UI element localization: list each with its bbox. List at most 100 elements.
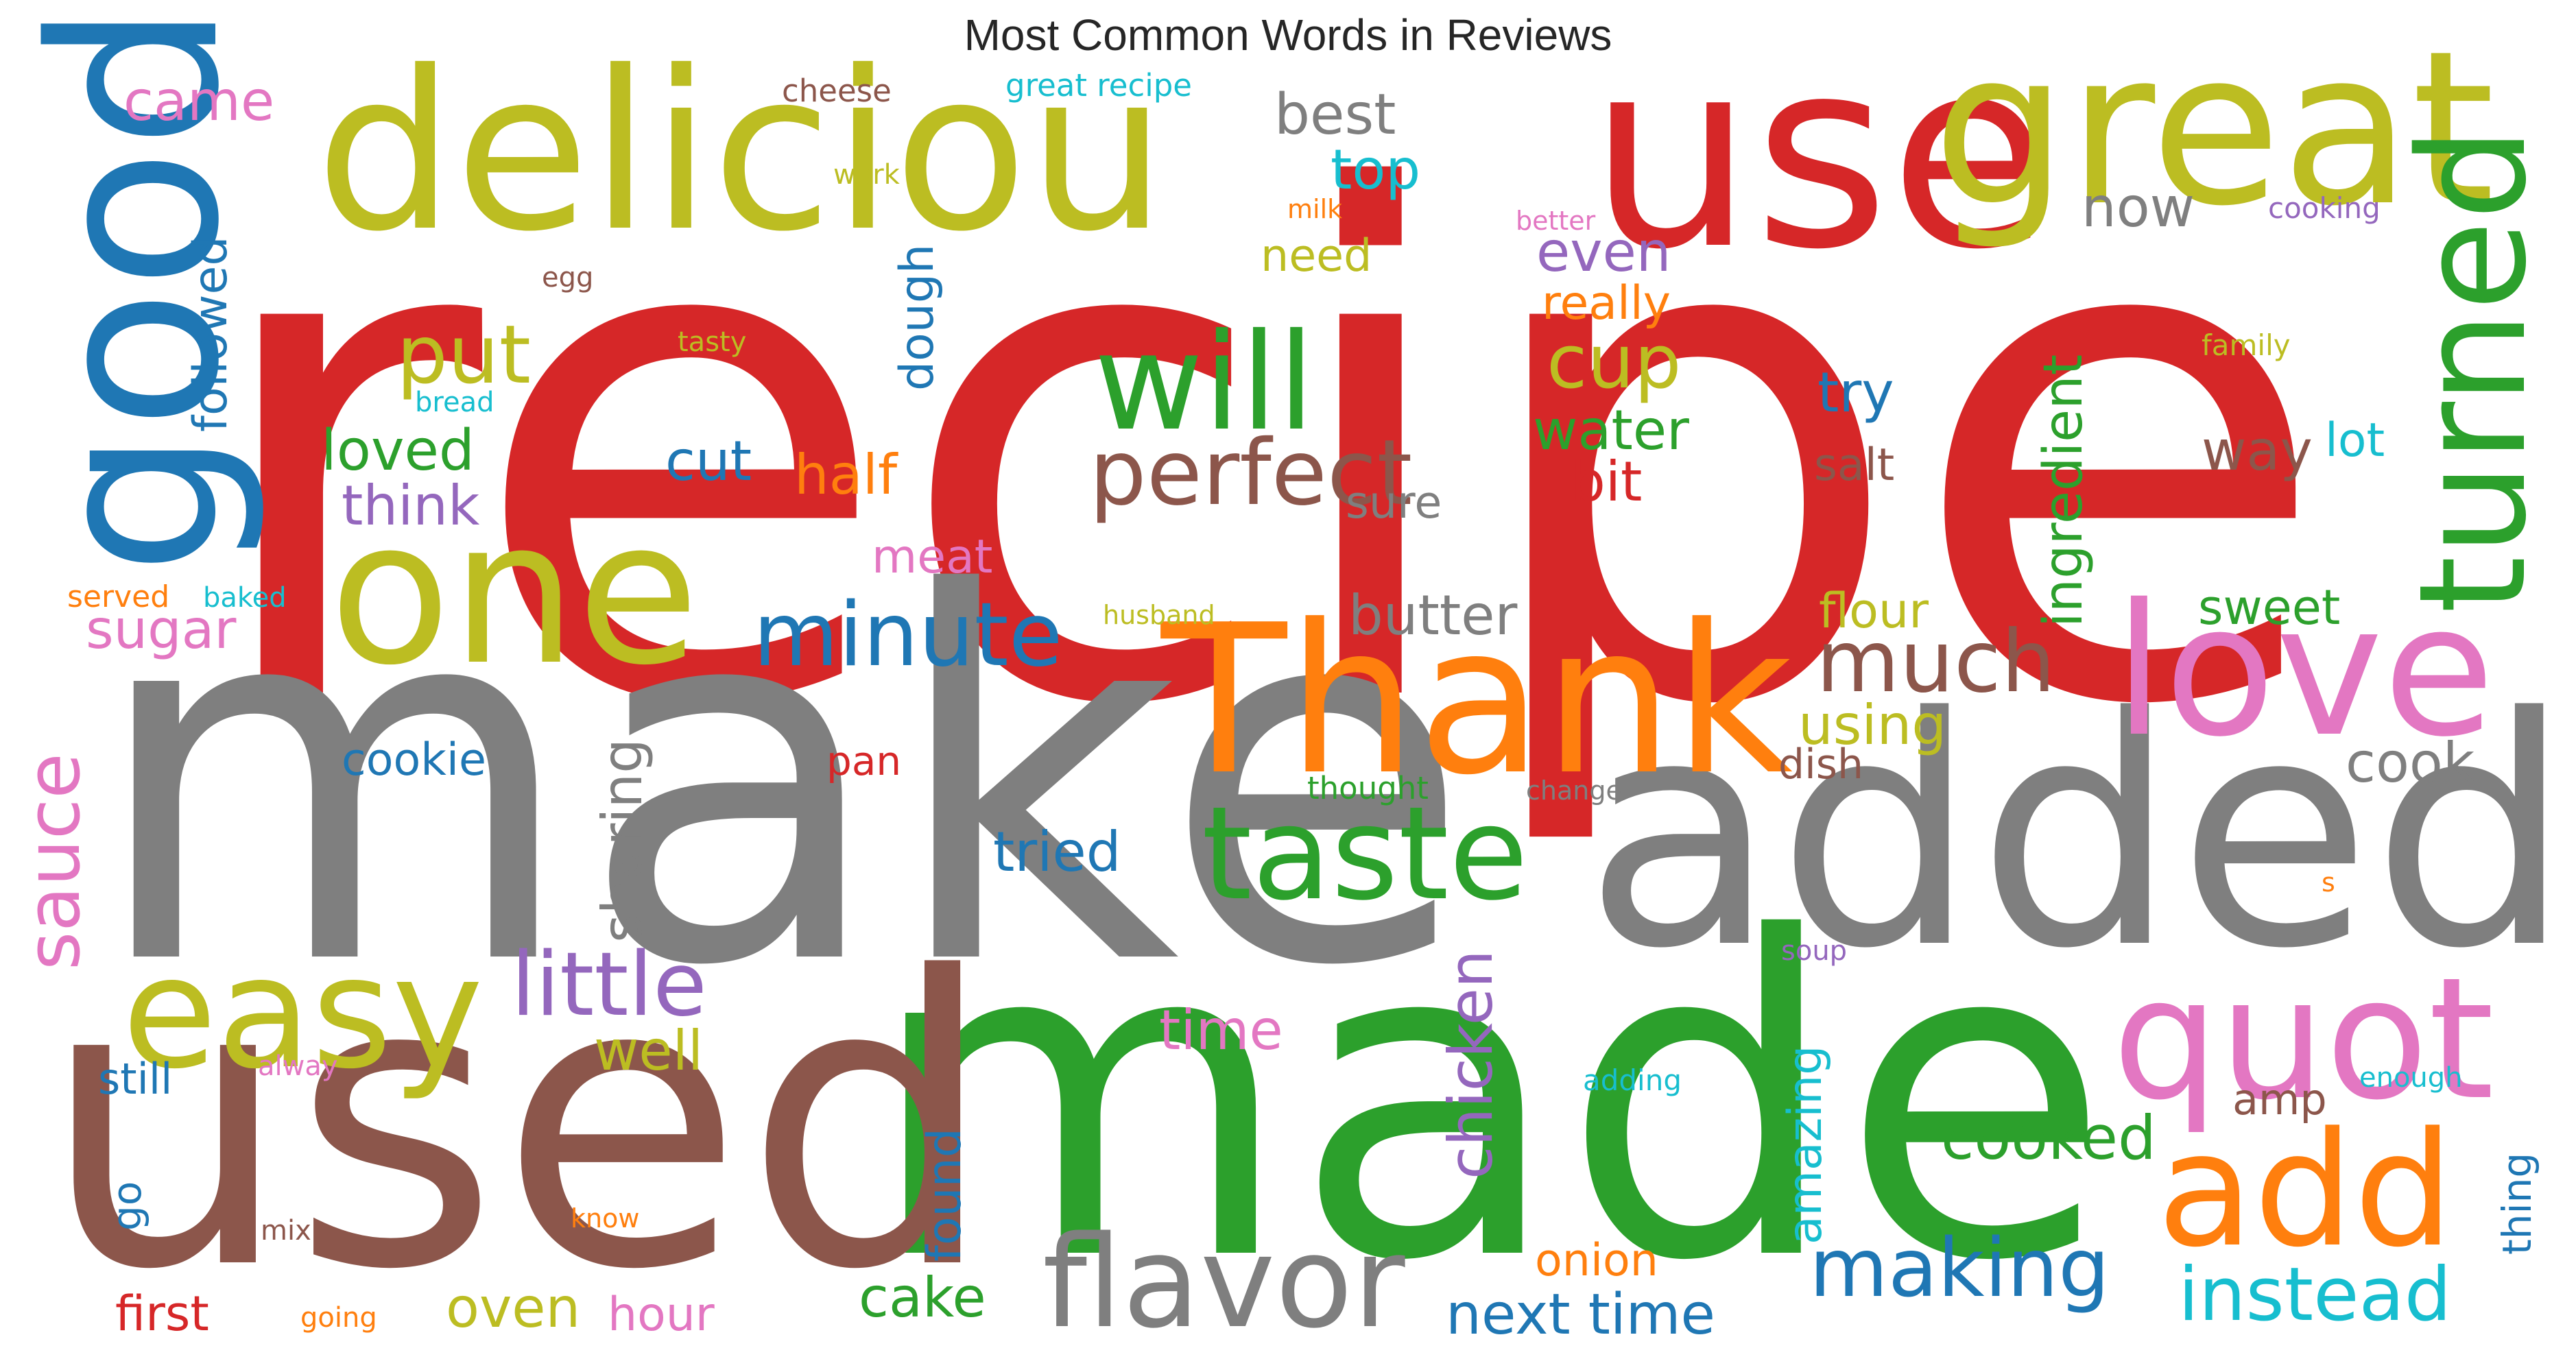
word-flavor: flavor — [1042, 1208, 1406, 1356]
word-go: go — [104, 1181, 150, 1231]
word-pan: pan — [826, 738, 901, 784]
word-little: little — [511, 934, 707, 1036]
word-alway: alway — [258, 1050, 338, 1082]
word-way: way — [2202, 419, 2313, 483]
word-instead: instead — [2178, 1252, 2451, 1338]
word-thing: thing — [2494, 1153, 2540, 1255]
word-will: will — [1094, 304, 1315, 460]
word-chicken: chicken — [1435, 950, 1506, 1179]
word-served: served — [67, 579, 169, 614]
word-bit: bit — [1571, 450, 1642, 514]
word-next-time: next time — [1446, 1282, 1715, 1347]
word-made: made — [866, 845, 2111, 1356]
word-now: now — [2082, 176, 2195, 239]
word-sweet: sweet — [2198, 579, 2340, 636]
word-amp: amp — [2232, 1074, 2327, 1125]
word-add: add — [2157, 1099, 2454, 1282]
word-tasty: tasty — [678, 326, 746, 358]
word-dish: dish — [1778, 741, 1863, 789]
word-cut: cut — [665, 429, 752, 493]
word-great-recipe: great recipe — [1005, 67, 1192, 104]
word-sauce: sauce — [11, 753, 97, 970]
word-quot: quot — [2112, 941, 2494, 1137]
word-making: making — [1809, 1220, 2110, 1315]
word-try: try — [1817, 361, 1894, 424]
word-put: put — [396, 307, 531, 402]
word-turned: turned — [2387, 127, 2559, 614]
word-great: great — [1933, 5, 2495, 253]
word-think: think — [342, 474, 480, 538]
chart-title: Most Common Words in Reviews — [964, 10, 1612, 60]
word-well: well — [594, 1019, 703, 1083]
word-love: love — [2114, 566, 2495, 777]
word-cook: cook — [2346, 731, 2475, 795]
word-followed: followed — [184, 236, 238, 432]
word-added: added — [1584, 651, 2572, 1018]
word-bread: bread — [415, 387, 494, 418]
word-lot: lot — [2325, 413, 2385, 468]
word-easy: easy — [122, 924, 484, 1103]
word-milk: milk — [1287, 194, 1342, 224]
word-good: good — [3, 3, 270, 575]
word-hour: hour — [608, 1288, 715, 1342]
word-change: change — [1526, 775, 1622, 806]
word-loved: loved — [321, 418, 475, 483]
word-mix: mix — [261, 1215, 311, 1247]
word-soup: soup — [1781, 935, 1847, 967]
word-family: family — [2202, 328, 2291, 362]
word-thought: thought — [1307, 770, 1429, 806]
word-even: even — [1536, 220, 1671, 284]
word-using: using — [1798, 693, 1946, 757]
word-use: use — [1588, 3, 2050, 306]
word-sure: sure — [1346, 477, 1442, 529]
word-half: half — [794, 443, 898, 507]
word-better: better — [1516, 206, 1596, 236]
word-flour: flour — [1819, 583, 1929, 639]
word-thank: Thank — [1158, 581, 1793, 820]
word-used: used — [40, 893, 997, 1356]
word-onion: onion — [1535, 1235, 1658, 1286]
word-top: top — [1331, 138, 1420, 202]
word-ingredient: ingredient — [2033, 354, 2095, 627]
word-going: going — [300, 1302, 377, 1334]
word-meat: meat — [872, 530, 992, 584]
word-husband: husband — [1103, 600, 1215, 630]
word-recipe: recipe — [198, 50, 2333, 856]
word-tried: tried — [993, 820, 1121, 884]
word-baked: baked — [203, 582, 287, 614]
word-salt: salt — [1814, 440, 1894, 491]
word-sugar: sugar — [86, 599, 237, 661]
word-cheese: cheese — [782, 73, 892, 109]
word-cookie: cookie — [342, 734, 486, 786]
word-s: s — [2322, 867, 2335, 898]
word-deliciou: deliciou — [315, 25, 1167, 280]
word-adding: adding — [1583, 1063, 1682, 1097]
word-amazing: amazing — [1778, 1046, 1833, 1244]
word-much: much — [1816, 612, 2055, 712]
word-best: best — [1274, 82, 1396, 147]
word-one: one — [329, 478, 700, 709]
word-taste: taste — [1202, 779, 1528, 929]
word-found: found — [918, 1128, 972, 1262]
word-time: time — [1159, 998, 1283, 1062]
word-water: water — [1533, 398, 1689, 462]
word-egg: egg — [542, 262, 593, 293]
word-sharing: sharing — [591, 738, 654, 943]
word-cooking: cooking — [2268, 191, 2381, 225]
word-dough: dough — [890, 244, 944, 391]
word-perfect: perfect — [1089, 420, 1412, 526]
word-cup: cup — [1547, 320, 1681, 405]
word-first: first — [115, 1286, 209, 1342]
word-work: work — [833, 159, 901, 191]
word-minute: minute — [753, 584, 1062, 686]
word-make: make — [88, 490, 1472, 1076]
word-butter: butter — [1348, 584, 1517, 647]
word-still: still — [98, 1054, 172, 1104]
word-cooked: cooked — [1941, 1103, 2156, 1173]
word-enough: enough — [2359, 1062, 2463, 1094]
word-know: know — [571, 1203, 639, 1234]
word-really: really — [1542, 276, 1671, 330]
word-oven: oven — [446, 1276, 580, 1340]
word-need: need — [1261, 230, 1372, 282]
